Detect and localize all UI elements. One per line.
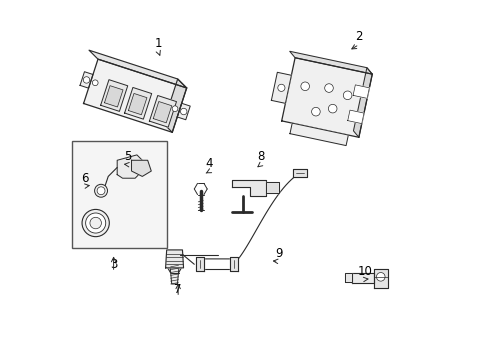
Polygon shape xyxy=(153,102,171,123)
Circle shape xyxy=(97,187,105,195)
Polygon shape xyxy=(165,250,183,268)
Circle shape xyxy=(90,217,101,229)
Polygon shape xyxy=(117,155,142,178)
Polygon shape xyxy=(265,182,278,193)
Text: 4: 4 xyxy=(204,157,212,170)
Circle shape xyxy=(311,107,320,116)
Circle shape xyxy=(83,77,90,83)
Polygon shape xyxy=(289,123,347,145)
Text: 6: 6 xyxy=(81,172,88,185)
Text: 7: 7 xyxy=(174,283,182,296)
Polygon shape xyxy=(344,273,351,282)
Polygon shape xyxy=(131,160,151,176)
Circle shape xyxy=(82,210,109,237)
Polygon shape xyxy=(229,257,237,271)
Polygon shape xyxy=(177,103,190,120)
Text: 5: 5 xyxy=(124,150,131,163)
Polygon shape xyxy=(170,268,179,284)
Polygon shape xyxy=(104,86,123,107)
Polygon shape xyxy=(89,50,186,88)
Text: 10: 10 xyxy=(356,265,371,278)
Polygon shape xyxy=(231,180,265,196)
Polygon shape xyxy=(281,58,371,137)
Polygon shape xyxy=(101,80,127,111)
Polygon shape xyxy=(195,257,203,271)
Polygon shape xyxy=(293,169,306,177)
Circle shape xyxy=(172,106,178,112)
Circle shape xyxy=(180,108,186,115)
Polygon shape xyxy=(163,79,186,132)
Polygon shape xyxy=(373,269,387,288)
Circle shape xyxy=(343,91,351,100)
Circle shape xyxy=(277,84,285,91)
Polygon shape xyxy=(289,51,371,74)
Circle shape xyxy=(300,82,309,91)
Polygon shape xyxy=(124,87,151,119)
Circle shape xyxy=(328,104,336,113)
Polygon shape xyxy=(353,68,371,137)
Circle shape xyxy=(85,213,105,233)
Text: 2: 2 xyxy=(355,30,362,43)
Circle shape xyxy=(94,184,107,197)
Polygon shape xyxy=(149,95,176,127)
Polygon shape xyxy=(83,59,186,132)
Circle shape xyxy=(324,84,333,93)
Polygon shape xyxy=(347,110,363,123)
Polygon shape xyxy=(271,72,291,103)
Circle shape xyxy=(376,273,384,281)
Text: 8: 8 xyxy=(256,150,264,163)
Polygon shape xyxy=(352,85,368,98)
Text: 3: 3 xyxy=(110,258,117,271)
Polygon shape xyxy=(351,273,373,283)
Polygon shape xyxy=(80,72,93,88)
Polygon shape xyxy=(128,94,146,115)
Circle shape xyxy=(92,80,98,86)
Bar xyxy=(72,140,167,248)
Text: 1: 1 xyxy=(154,37,162,50)
Text: 9: 9 xyxy=(274,247,282,260)
